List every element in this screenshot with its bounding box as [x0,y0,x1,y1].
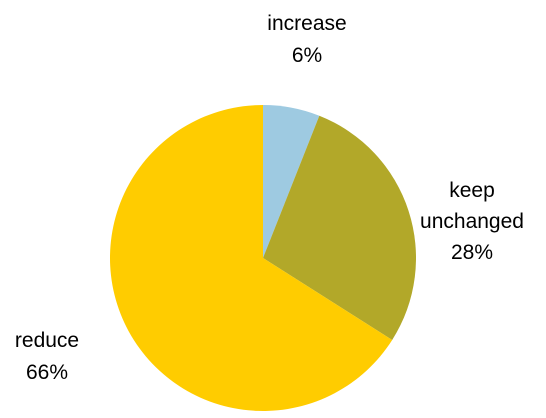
pie-slice-keep-unchanged [263,115,416,340]
slice-value-reduce: 66% [26,361,68,384]
pie-slice-increase [263,105,320,258]
slice-label-keep-unchanged-0: keep [449,179,495,202]
slice-value-increase: 6% [292,44,322,67]
slice-label-keep-unchanged-1: unchanged [420,210,524,233]
pie-slices [109,105,416,411]
slice-label-increase-0: increase [267,12,346,35]
pie-slice-reduce [109,105,393,411]
slice-labels: increase 6% keep unchanged 28% reduce 66% [15,12,524,384]
slice-label-reduce-0: reduce [15,329,79,352]
slice-value-keep-unchanged: 28% [451,241,493,264]
